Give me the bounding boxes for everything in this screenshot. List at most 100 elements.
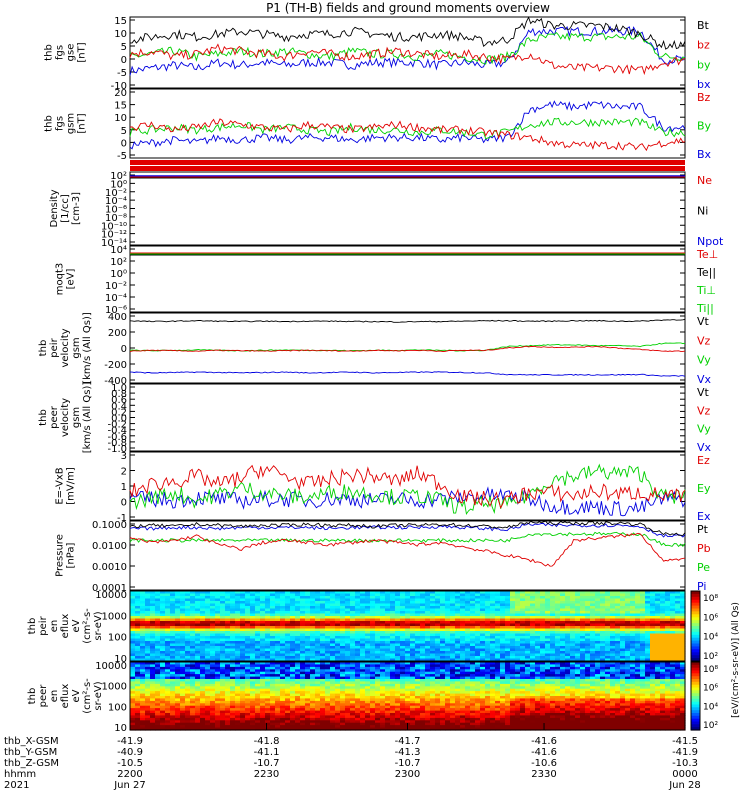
- y-tick-label: -5: [117, 151, 127, 162]
- y-axis-label: thb: [44, 115, 55, 132]
- y-axis-label: [nPa]: [66, 542, 77, 568]
- y-tick-label: 10: [114, 723, 127, 734]
- y-axis-label: velocity: [60, 398, 71, 437]
- y-tick-label: 10000: [95, 661, 127, 672]
- legend-entry: Vt: [697, 386, 710, 399]
- legend-entry: Vz: [697, 334, 711, 347]
- y-axis-label: [cm-3]: [71, 192, 82, 225]
- legend-entry: Pt: [697, 523, 709, 536]
- legend-entry: Ti||: [696, 302, 714, 315]
- y-axis-label: peer: [49, 405, 60, 429]
- y-tick-label: 5: [121, 42, 127, 53]
- legend-entry: Vy: [697, 423, 711, 436]
- panel-4: moqt3[eV]10⁴10²10⁰10⁻²10⁻⁴10⁻⁶Te⊥Te||Ti⊥…: [55, 245, 719, 316]
- y-axis-label: gse: [66, 44, 77, 62]
- y-tick-label: 10⁴: [110, 245, 127, 256]
- y-axis-label: thb: [27, 688, 38, 705]
- y-tick-label: 10: [114, 29, 127, 40]
- y-axis-label: gsm: [71, 337, 82, 358]
- y-axis-label: (cm²-s-: [82, 608, 93, 644]
- y-axis-label: velocity: [60, 328, 71, 367]
- y-axis-label: [1/cc]: [60, 194, 71, 223]
- y-axis-label: (cm²-s-: [82, 678, 93, 714]
- y-axis-label: [nT]: [77, 113, 88, 133]
- y-axis-label: peer: [38, 684, 49, 708]
- y-tick-label: 15: [114, 101, 127, 112]
- y-tick-label: 0.0010: [92, 562, 127, 573]
- y-tick-label: 0: [121, 55, 127, 66]
- y-axis-label: [nT]: [77, 42, 88, 62]
- y-axis-label: moqt3: [55, 263, 66, 296]
- y-axis-label: fgs: [55, 116, 66, 131]
- y-axis-label: en: [49, 690, 60, 703]
- y-tick-label: 0: [121, 138, 127, 149]
- y-axis-label: eV: [71, 689, 82, 702]
- colorbar-cell: [691, 649, 700, 653]
- y-axis-label: en: [49, 620, 60, 633]
- panel-frame: [130, 384, 685, 451]
- y-tick-label: -200: [104, 360, 127, 371]
- y-tick-label: 1: [121, 482, 127, 493]
- y-tick-label: 5: [121, 126, 127, 137]
- y-tick-label: 0: [121, 344, 127, 355]
- y-axis-label: [mV/m]: [66, 467, 77, 505]
- panel-8: Pressure[nPa]0.10000.01000.00100.0001PtP…: [55, 520, 711, 594]
- y-tick-label: 100: [108, 702, 127, 713]
- y-tick-label: 2: [121, 467, 127, 478]
- legend-entry: Pb: [697, 542, 711, 555]
- y-tick-label: -5: [117, 68, 127, 79]
- y-tick-label: 10⁰: [110, 269, 127, 280]
- panel-frame: [130, 89, 685, 158]
- y-tick-label: 10²: [110, 257, 127, 268]
- y-tick-label: 0.0100: [92, 541, 127, 552]
- legend-entry: Te||: [696, 266, 716, 279]
- y-axis-label: fgs: [55, 45, 66, 60]
- panel-frame: [130, 172, 685, 245]
- legend-entry: Vt: [697, 315, 710, 328]
- colorbar-cell: [691, 614, 700, 618]
- colorbar-cell: [691, 597, 700, 601]
- y-axis-label: peir: [49, 337, 60, 357]
- y-axis-label: [eV]: [66, 269, 77, 290]
- y-axis-label: thb: [38, 340, 49, 357]
- y-axis-label: peir: [38, 615, 49, 635]
- y-tick-label: 0.1000: [92, 520, 127, 531]
- y-axis-label: [km/s (All Qs)]: [82, 312, 93, 384]
- colorbar-tick-label: 10²: [703, 652, 718, 662]
- y-tick-label: 1000: [102, 611, 127, 622]
- panel-3: Density[1/cc][cm-3]10²10⁰10⁻²10⁻⁴10⁻⁶10⁻…: [49, 171, 724, 249]
- legend-entry: By: [697, 120, 712, 133]
- panel-frame: [130, 452, 685, 520]
- colorbar-tick-label: 10⁴: [703, 633, 718, 643]
- y-axis-label: E=-VxB: [55, 467, 66, 504]
- y-axis-label: gsm: [66, 113, 77, 134]
- y-tick-label: 200: [108, 328, 127, 339]
- y-tick-label: 20: [114, 88, 127, 99]
- y-axis-label: eV: [71, 619, 82, 632]
- y-axis-label: [km/s (All Qs)]: [82, 382, 93, 454]
- y-tick-label: 10⁻⁴: [105, 293, 127, 304]
- y-tick-label: 10⁻²: [105, 281, 127, 292]
- panel-frame: [130, 521, 685, 590]
- y-tick-label: 1000: [102, 682, 127, 693]
- y-axis-label: eflux: [60, 614, 71, 639]
- legend-entry: Vz: [697, 404, 711, 417]
- legend-entry: Vx: [697, 373, 712, 386]
- y-tick-label: 0: [121, 498, 127, 509]
- y-axis-label: Pressure: [55, 534, 66, 577]
- legend-entry: Ez: [697, 454, 710, 467]
- legend-entry: bx: [697, 78, 711, 91]
- colorbar-tick-label: 10⁸: [703, 594, 718, 604]
- legend-entry: Ex: [697, 510, 711, 523]
- y-axis-label: gsm: [71, 407, 82, 428]
- legend-entry: Ti⊥: [696, 284, 716, 297]
